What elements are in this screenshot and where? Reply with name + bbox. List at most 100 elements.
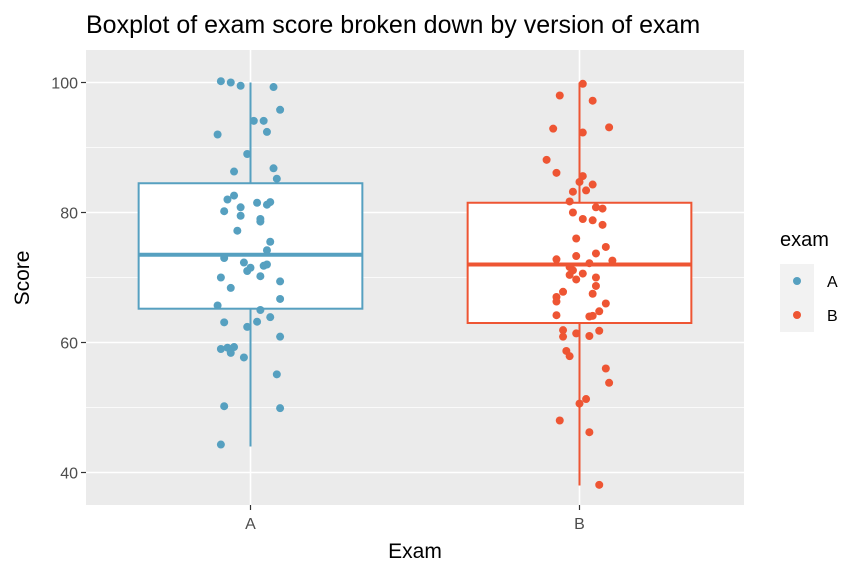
- data-point-b: [552, 168, 561, 177]
- data-point-a: [220, 318, 229, 327]
- data-point-b: [565, 270, 574, 279]
- data-point-a: [223, 195, 232, 204]
- data-point-a: [239, 353, 248, 362]
- data-point-a: [226, 348, 235, 357]
- points-layer: [213, 77, 617, 489]
- data-point-b: [595, 480, 604, 489]
- data-point-a: [249, 116, 258, 125]
- data-point-b: [559, 287, 568, 296]
- data-point-a: [256, 217, 265, 226]
- data-point-a: [256, 306, 265, 314]
- y-axis-title: Score: [11, 251, 34, 306]
- data-point-b: [588, 216, 597, 225]
- data-point-a: [256, 272, 265, 281]
- data-point-b: [595, 326, 604, 335]
- data-point-a: [276, 105, 285, 114]
- data-point-a: [262, 127, 271, 136]
- data-point-b: [601, 242, 610, 251]
- y-tick-label: 40: [60, 466, 78, 483]
- data-point-a: [230, 167, 239, 176]
- data-point-b: [591, 281, 600, 290]
- data-point-a: [213, 130, 222, 139]
- data-point-a: [216, 440, 225, 449]
- x-axis-title: Exam: [388, 540, 442, 563]
- data-point-b: [572, 234, 581, 243]
- legend-dot-b: [793, 311, 801, 319]
- data-point-a: [266, 313, 275, 322]
- data-point-a: [243, 150, 252, 158]
- data-point-b: [608, 256, 617, 265]
- data-point-a: [233, 226, 242, 235]
- y-tick-label: 100: [51, 76, 78, 93]
- box-b: [466, 82, 693, 486]
- data-point-b: [588, 289, 597, 298]
- data-point-b: [605, 123, 614, 132]
- data-point-b: [575, 399, 584, 408]
- data-point-a: [220, 207, 229, 216]
- data-point-a: [226, 78, 235, 87]
- data-point-b: [588, 311, 597, 320]
- data-point-b: [555, 416, 564, 425]
- x-tick-label: B: [574, 516, 585, 533]
- data-point-b: [585, 259, 594, 268]
- data-point-a: [213, 301, 222, 310]
- data-point-b: [559, 326, 568, 335]
- data-point-b: [565, 352, 574, 361]
- data-point-b: [572, 329, 581, 338]
- data-point-a: [272, 174, 281, 183]
- data-point-b: [582, 395, 591, 404]
- data-point-a: [266, 198, 275, 207]
- legend: exam A B: [780, 229, 838, 332]
- data-point-a: [259, 261, 268, 270]
- data-point-b: [568, 187, 577, 196]
- data-point-b: [605, 378, 614, 387]
- data-point-a: [272, 370, 281, 379]
- data-point-a: [243, 267, 252, 275]
- legend-title: exam: [780, 229, 829, 251]
- data-point-a: [216, 273, 225, 282]
- data-point-b: [552, 297, 561, 306]
- data-point-b: [568, 208, 577, 217]
- x-tick-label: A: [245, 516, 256, 533]
- data-point-b: [601, 364, 610, 373]
- data-point-a: [230, 191, 239, 200]
- data-point-b: [542, 155, 551, 164]
- y-tick-label: 60: [60, 336, 78, 353]
- data-point-b: [598, 204, 607, 213]
- box-a: [137, 82, 364, 447]
- y-tick-label: 80: [60, 206, 78, 223]
- data-point-a: [253, 317, 262, 326]
- data-point-b: [572, 252, 581, 261]
- data-point-a: [243, 322, 252, 331]
- data-point-a: [236, 211, 245, 220]
- data-point-b: [578, 128, 587, 137]
- boxes-layer: [137, 82, 693, 486]
- data-point-a: [266, 237, 275, 246]
- data-point-b: [582, 186, 591, 195]
- data-point-b: [555, 91, 564, 100]
- data-point-a: [269, 164, 278, 173]
- data-point-b: [565, 197, 574, 206]
- data-point-b: [578, 79, 587, 88]
- box-iqr: [137, 182, 364, 310]
- data-point-a: [276, 332, 285, 341]
- data-point-a: [236, 203, 245, 212]
- data-point-b: [559, 332, 568, 341]
- data-point-b: [591, 203, 600, 212]
- data-point-b: [575, 177, 584, 186]
- data-point-a: [220, 402, 229, 411]
- data-point-a: [216, 345, 225, 353]
- data-point-a: [259, 116, 268, 125]
- y-axis: 40 60 80 100: [51, 76, 86, 483]
- data-point-b: [578, 215, 587, 223]
- data-point-b: [578, 172, 587, 181]
- legend-label-b: B: [827, 308, 838, 325]
- legend-label-a: A: [827, 274, 838, 291]
- data-point-b: [588, 96, 597, 105]
- data-point-b: [552, 311, 561, 320]
- data-point-b: [595, 307, 604, 316]
- chart-title: Boxplot of exam score broken down by ver…: [86, 11, 700, 39]
- data-point-b: [549, 124, 558, 133]
